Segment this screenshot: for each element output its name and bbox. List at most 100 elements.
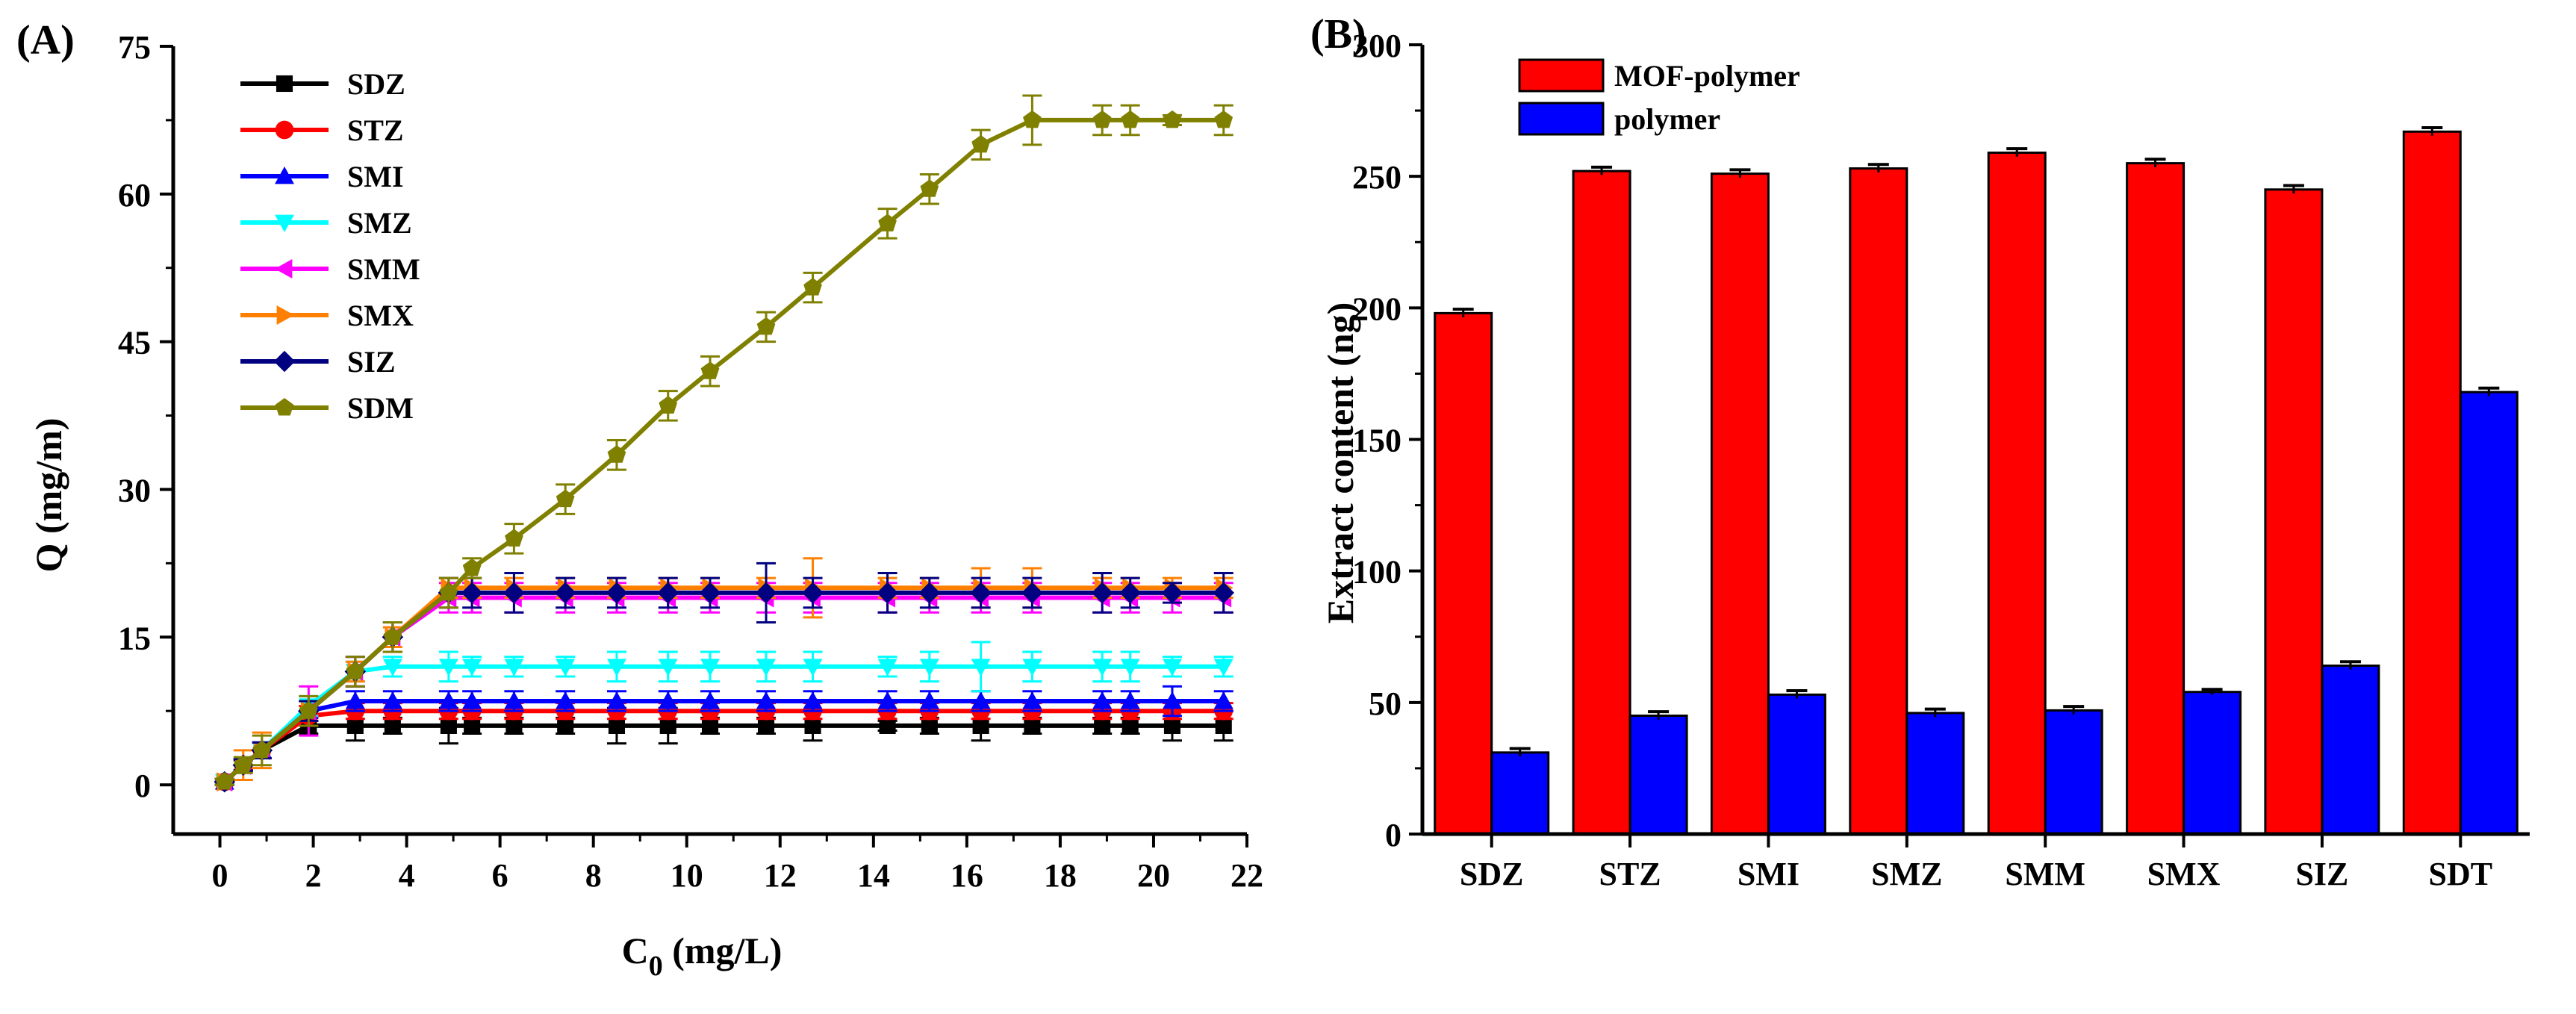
x-tick-label-a: 16	[951, 857, 983, 894]
point-sdm	[700, 361, 720, 379]
x-tick-label-smm: SMM	[2005, 856, 2085, 892]
bar-mof-polymer-smz	[1849, 167, 1908, 836]
point-sdm	[659, 396, 678, 414]
chart-a: (A) SDZ STZ SMI SMZ SMM SMX SIZ SDM 0 2 4 6 8 10 12 14…	[16, 17, 1263, 982]
y-tick-label-a: 45	[118, 325, 151, 361]
point-smz	[877, 659, 897, 676]
point-sdm	[1214, 110, 1233, 128]
legend-marker-sdm	[275, 398, 294, 416]
y-tick-label-a: 15	[118, 620, 151, 656]
x-tick-label-sdt: SDT	[2429, 856, 2493, 892]
point-sdz	[608, 717, 626, 734]
point-sdm	[920, 179, 939, 197]
legend-swatch-polymer	[1518, 102, 1605, 136]
bar-mof-polymer-smx	[2126, 162, 2185, 836]
x-tick-label-a: 22	[1231, 857, 1263, 894]
point-smz	[382, 659, 402, 676]
point-smz	[1092, 659, 1113, 676]
point-sdm	[556, 489, 575, 508]
x-tick-label-a: 14	[857, 857, 890, 894]
point-sdm	[252, 740, 272, 759]
point-smi	[382, 691, 402, 709]
point-sdz	[659, 717, 676, 734]
line-smi	[223, 699, 1224, 784]
x-axis-title-a: C0 (mg/L)	[622, 930, 783, 982]
bar-mof-polymer-siz	[2264, 188, 2324, 836]
line-smm	[223, 595, 1224, 784]
panel-label-b: (B)	[1310, 11, 1366, 57]
point-smi	[971, 691, 991, 709]
x-tick-label-a: 18	[1044, 857, 1077, 894]
point-sdm	[505, 529, 523, 547]
point-sdz	[1024, 717, 1041, 734]
point-smz	[1213, 659, 1233, 676]
point-sdz	[1163, 717, 1181, 734]
point-sdm	[346, 662, 365, 679]
x-tick-label-a: 0	[212, 857, 228, 894]
x-tick-label-smz: SMZ	[1871, 856, 1942, 892]
y-axis-title-a: Q (mg/m)	[28, 418, 69, 573]
point-smi	[877, 691, 897, 709]
line-sdz	[223, 723, 1224, 784]
point-sdm	[299, 701, 318, 719]
x-tick-label-a: 8	[585, 857, 602, 894]
point-sdm	[383, 627, 402, 645]
legend-label-sdm: SDM	[347, 391, 414, 425]
point-smi	[1120, 691, 1140, 709]
point-smi	[345, 691, 365, 709]
point-smi	[700, 691, 720, 709]
point-sdm	[756, 317, 776, 335]
legend-marker-smz	[275, 214, 294, 232]
bar-polymer-sdz	[1490, 751, 1550, 836]
point-sdm	[803, 278, 822, 296]
point-siz	[554, 582, 576, 604]
legend-marker-smx	[276, 305, 294, 325]
line-smx	[223, 585, 1224, 784]
point-smi	[1092, 691, 1113, 709]
y-tick-label-b: 150	[1352, 423, 1401, 459]
point-smi	[803, 691, 823, 709]
point-smi	[438, 691, 458, 709]
bar-polymer-smm	[2044, 709, 2103, 836]
point-siz	[877, 582, 898, 604]
chart-b: (B) MOF-polymer polymer SDZ STZ SMI SMZ SMM SM…	[1310, 11, 2530, 892]
legend-marker-smi	[275, 167, 294, 184]
point-siz	[918, 582, 941, 604]
point-sdz	[879, 717, 896, 734]
point-smz	[1120, 659, 1140, 676]
point-siz	[1161, 582, 1183, 604]
point-smz	[438, 659, 458, 676]
point-sdm	[1092, 110, 1112, 128]
point-siz	[461, 582, 483, 604]
series-smz	[214, 641, 1233, 792]
x-tick-label-a: 6	[492, 857, 508, 894]
x-tick-label-siz: SIZ	[2295, 856, 2348, 892]
point-sdz	[701, 717, 719, 734]
point-smz	[556, 659, 576, 676]
point-smi	[556, 691, 576, 709]
bar-polymer-siz	[2321, 665, 2380, 836]
x-tick-label-a: 20	[1137, 857, 1170, 894]
point-smi	[919, 691, 939, 709]
x-tick-label-smi: SMI	[1737, 856, 1799, 892]
point-smz	[756, 659, 776, 676]
bar-polymer-smi	[1767, 693, 1826, 836]
legend-label-polymer: polymer	[1614, 102, 1720, 136]
legend-marker-siz	[273, 350, 296, 373]
legend-label-mof-polymer: MOF-polymer	[1614, 59, 1800, 93]
legend-marker-sdz	[276, 75, 293, 93]
line-siz	[223, 590, 1224, 784]
bar-mof-polymer-stz	[1572, 169, 1631, 836]
y-tick-label-a: 0	[134, 768, 151, 804]
point-sdm	[878, 214, 897, 231]
y-axis-title-b: Extract content (ng)	[1319, 302, 1361, 623]
point-siz	[755, 582, 777, 604]
point-smz	[1022, 659, 1042, 676]
point-sdm	[1121, 110, 1140, 128]
legend-label-smz: SMZ	[347, 206, 412, 240]
y-tick-label-a: 75	[118, 29, 151, 66]
y-tick-label-b: 100	[1352, 554, 1401, 591]
legend-marker-stz	[275, 120, 294, 140]
x-tick-label-a: 10	[671, 857, 703, 894]
point-sdm	[971, 134, 990, 153]
